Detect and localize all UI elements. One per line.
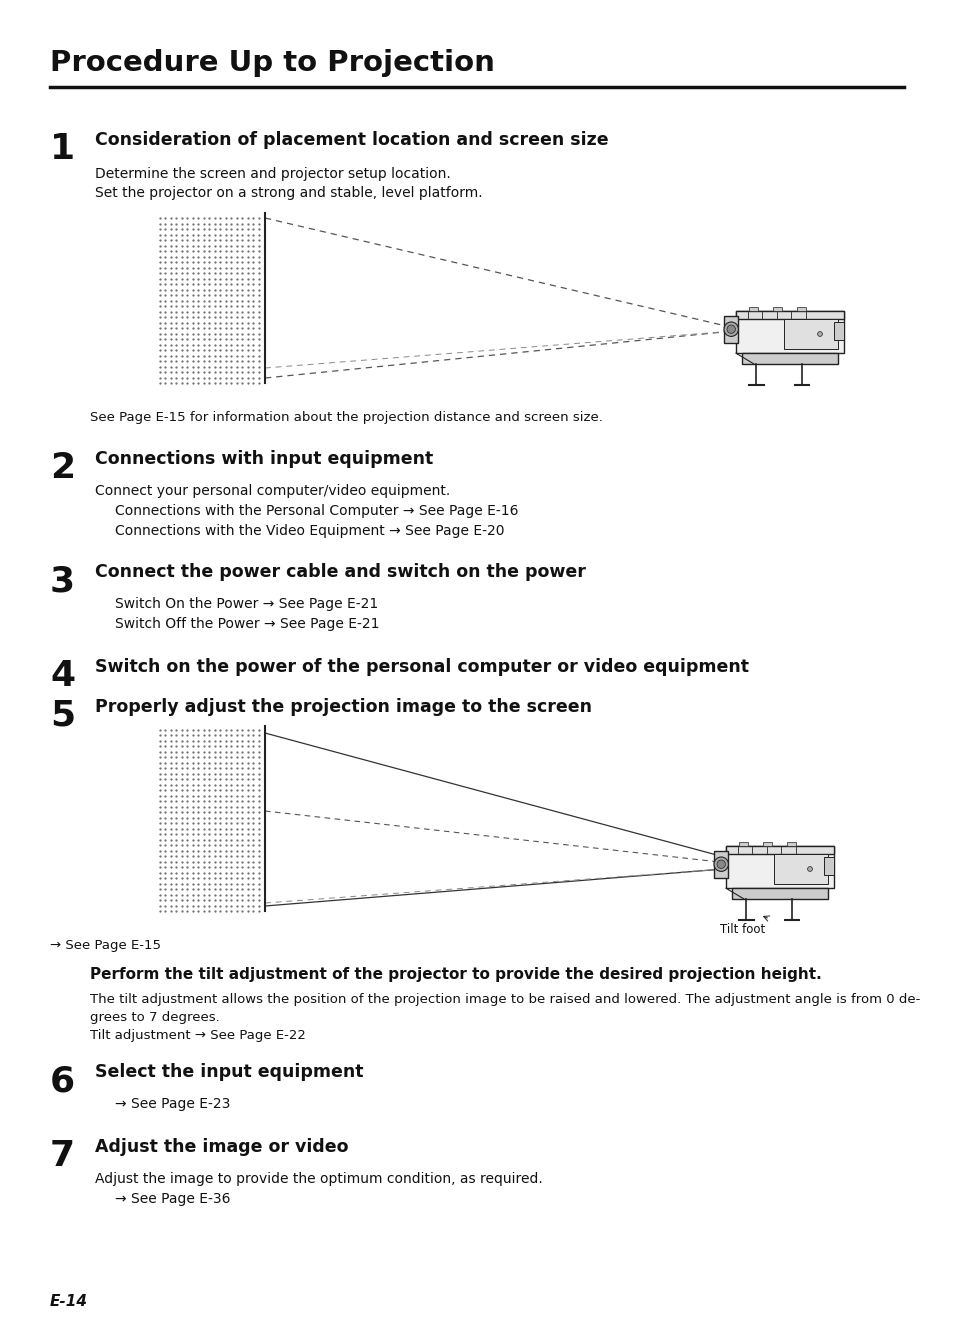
Text: → See Page E-36: → See Page E-36 — [115, 1192, 231, 1206]
Text: Switch On the Power → See Page E-21: Switch On the Power → See Page E-21 — [115, 597, 377, 611]
Text: Tilt adjustment → See Page E-22: Tilt adjustment → See Page E-22 — [90, 1028, 306, 1042]
Bar — [735, 311, 843, 353]
Text: grees to 7 degrees.: grees to 7 degrees. — [90, 1011, 219, 1024]
Text: 1: 1 — [50, 133, 75, 166]
Bar — [741, 353, 837, 364]
Circle shape — [817, 332, 821, 336]
Circle shape — [807, 866, 812, 872]
Bar — [823, 857, 833, 874]
Text: → See Page E-23: → See Page E-23 — [115, 1097, 230, 1111]
Text: 5: 5 — [50, 699, 75, 732]
Text: Adjust the image or video: Adjust the image or video — [95, 1138, 348, 1156]
Bar — [783, 319, 837, 349]
Text: See Page E-15 for information about the projection distance and screen size.: See Page E-15 for information about the … — [90, 411, 602, 424]
Text: Connections with the Video Equipment → See Page E-20: Connections with the Video Equipment → S… — [115, 524, 504, 538]
Text: Tilt foot: Tilt foot — [720, 923, 764, 936]
Text: 2: 2 — [50, 451, 75, 485]
Bar — [762, 842, 771, 846]
Text: Adjust the image to provide the optimum condition, as required.: Adjust the image to provide the optimum … — [95, 1172, 542, 1186]
Circle shape — [726, 325, 735, 333]
Text: Determine the screen and projector setup location.: Determine the screen and projector setup… — [95, 167, 450, 181]
Text: Connections with input equipment: Connections with input equipment — [95, 450, 433, 469]
Text: Perform the tilt adjustment of the projector to provide the desired projection h: Perform the tilt adjustment of the proje… — [90, 967, 821, 981]
Text: Connections with the Personal Computer → See Page E-16: Connections with the Personal Computer →… — [115, 503, 518, 518]
Text: Connect your personal computer/video equipment.: Connect your personal computer/video equ… — [95, 483, 450, 498]
Text: 7: 7 — [50, 1139, 75, 1173]
Text: → See Page E-15: → See Page E-15 — [50, 939, 161, 952]
Bar — [739, 842, 747, 846]
Text: Properly adjust the projection image to the screen: Properly adjust the projection image to … — [95, 698, 592, 716]
Circle shape — [723, 321, 738, 336]
Text: E-14: E-14 — [50, 1293, 88, 1310]
Text: Switch on the power of the personal computer or video equipment: Switch on the power of the personal comp… — [95, 657, 748, 676]
Bar — [772, 307, 781, 311]
Bar — [723, 316, 738, 343]
Text: 3: 3 — [50, 564, 75, 599]
Bar — [731, 888, 827, 898]
Text: Connect the power cable and switch on the power: Connect the power cable and switch on th… — [95, 562, 585, 581]
Bar — [797, 307, 804, 311]
Bar — [786, 842, 795, 846]
Text: Consideration of placement location and screen size: Consideration of placement location and … — [95, 131, 608, 149]
Circle shape — [717, 860, 724, 869]
Text: 4: 4 — [50, 659, 75, 694]
Bar — [773, 854, 827, 884]
Text: 6: 6 — [50, 1065, 75, 1098]
Bar — [834, 321, 843, 340]
Bar — [725, 846, 833, 888]
Bar — [748, 307, 757, 311]
Text: Procedure Up to Projection: Procedure Up to Projection — [50, 50, 495, 78]
Text: Select the input equipment: Select the input equipment — [95, 1063, 363, 1081]
Text: The tilt adjustment allows the position of the projection image to be raised and: The tilt adjustment allows the position … — [90, 994, 920, 1006]
Bar — [713, 852, 728, 878]
Bar — [735, 311, 843, 319]
Bar — [725, 846, 833, 854]
Text: Switch Off the Power → See Page E-21: Switch Off the Power → See Page E-21 — [115, 617, 379, 631]
Circle shape — [713, 857, 728, 872]
Text: Set the projector on a strong and stable, level platform.: Set the projector on a strong and stable… — [95, 186, 482, 200]
